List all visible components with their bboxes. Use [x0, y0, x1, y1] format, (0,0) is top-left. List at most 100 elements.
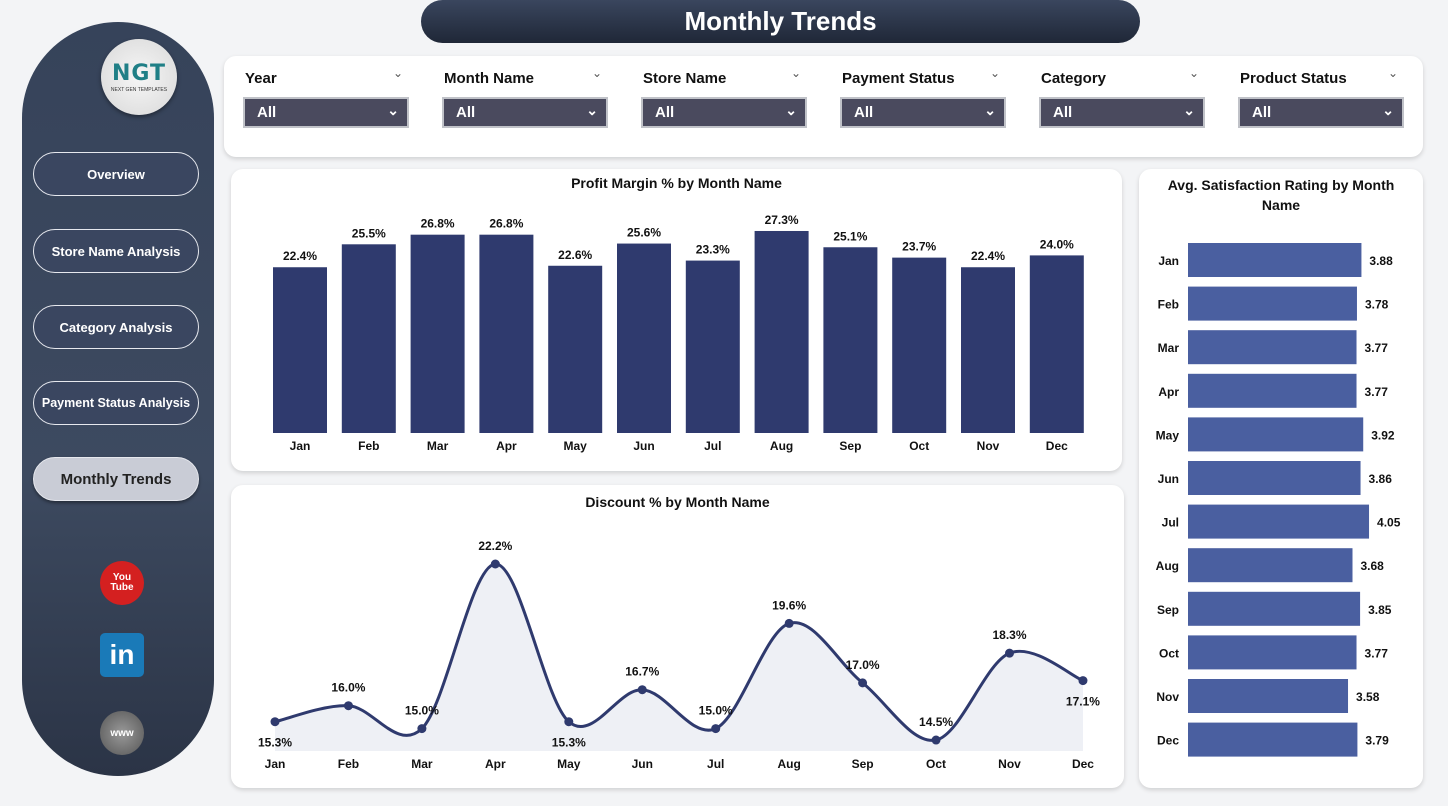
filter-dropdown[interactable]: All ⌄: [442, 97, 608, 128]
filter-value: All: [456, 104, 476, 121]
filter-label: Payment Status: [842, 70, 955, 87]
bar-jun: [1188, 461, 1361, 495]
nav-store-name-analysis[interactable]: Store Name Analysis: [33, 229, 199, 273]
bar-apr: [1188, 373, 1357, 408]
bar-jan: [1188, 243, 1362, 277]
filter-dropdown[interactable]: All ⌄: [641, 97, 807, 128]
point-may: [564, 717, 574, 727]
x-tick-label: Feb: [338, 757, 359, 771]
y-tick-label: Nov: [1156, 690, 1179, 704]
nav-monthly-trends[interactable]: Monthly Trends: [33, 457, 199, 501]
x-tick-label: Jul: [707, 757, 724, 771]
y-tick-label: Feb: [1158, 298, 1179, 312]
chevron-down-icon[interactable]: ⌄: [791, 66, 802, 80]
filter-dropdown[interactable]: All ⌄: [1039, 97, 1205, 128]
data-label: 25.1%: [833, 229, 867, 243]
point-oct: [931, 735, 941, 745]
point-apr: [490, 559, 500, 569]
data-label: 3.77: [1365, 341, 1389, 355]
globe-label: www: [110, 727, 134, 739]
logo-subtitle: NEXT GEN TEMPLATES: [110, 87, 168, 93]
data-label: 16.0%: [331, 681, 365, 695]
globe-icon[interactable]: www: [100, 711, 144, 755]
chevron-down-icon: ⌄: [785, 102, 797, 118]
data-label: 3.88: [1369, 254, 1393, 268]
x-tick-label: Jun: [632, 757, 653, 771]
bar-apr: [479, 234, 534, 433]
bar-oct: [1188, 635, 1357, 670]
youtube-icon[interactable]: You Tube: [100, 561, 144, 605]
filter-dropdown[interactable]: All ⌄: [1238, 97, 1404, 128]
chevron-down-icon[interactable]: ⌄: [1388, 66, 1399, 80]
x-tick-label: Feb: [358, 439, 379, 453]
filter-value: All: [257, 104, 277, 121]
bar-may: [548, 265, 603, 433]
x-tick-label: Dec: [1046, 439, 1068, 453]
data-label: 19.6%: [772, 598, 806, 612]
point-jul: [711, 724, 721, 734]
discount-line: [274, 562, 1084, 742]
y-tick-label: May: [1156, 428, 1180, 442]
x-tick-label: Sep: [839, 439, 861, 453]
bar-jul: [1188, 504, 1370, 539]
x-tick-label: Sep: [852, 757, 874, 771]
chevron-down-icon: ⌄: [387, 102, 399, 118]
chevron-down-icon[interactable]: ⌄: [592, 66, 603, 80]
bar-may: [1188, 417, 1364, 452]
bar-aug: [754, 230, 809, 433]
x-tick-label: Apr: [496, 439, 517, 453]
satisfaction-chart: 3.88 Jan 3.78 Feb 3.77 Mar 3.77 Apr 3.92 May 3.86 J…: [1156, 243, 1401, 757]
data-label: 22.4%: [283, 249, 317, 263]
bar-jun: [617, 243, 671, 433]
y-tick-label: Aug: [1156, 559, 1179, 573]
x-tick-label: Dec: [1072, 757, 1094, 771]
point-aug: [784, 618, 794, 628]
data-label: 14.5%: [919, 715, 953, 729]
filter-panel: Year ⌄ All ⌄ Month Name ⌄ All ⌄ Store Name ⌄ All ⌄ P…: [224, 56, 1423, 157]
linkedin-icon[interactable]: in: [100, 633, 144, 677]
chevron-down-icon[interactable]: ⌄: [990, 66, 1001, 80]
y-tick-label: Jan: [1158, 254, 1179, 268]
filter-label: Year: [245, 70, 277, 87]
x-tick-label: Mar: [427, 439, 449, 453]
data-label: 26.8%: [421, 217, 455, 231]
youtube-label: You Tube: [110, 572, 134, 593]
bar-sep: [823, 247, 878, 433]
chevron-down-icon[interactable]: ⌄: [1189, 66, 1200, 80]
x-tick-label: May: [557, 757, 581, 771]
nav-category-analysis[interactable]: Category Analysis: [33, 305, 199, 349]
page-title: Monthly Trends: [421, 0, 1140, 43]
y-tick-label: Jul: [1162, 516, 1179, 530]
satisfaction-card: Avg. Satisfaction Rating by Month Name 3…: [1139, 169, 1423, 788]
x-tick-label: Jun: [633, 439, 654, 453]
chevron-down-icon: ⌄: [586, 102, 598, 118]
nav-payment-status-analysis[interactable]: Payment Status Analysis: [33, 381, 199, 425]
filter-dropdown[interactable]: All ⌄: [243, 97, 409, 128]
chevron-down-icon[interactable]: ⌄: [393, 66, 404, 80]
x-tick-label: Mar: [411, 757, 433, 771]
data-label: 15.0%: [405, 704, 439, 718]
x-tick-label: Apr: [485, 757, 506, 771]
bar-sep: [1188, 591, 1361, 626]
profit-margin-card: Profit Margin % by Month Name 22.4% Jan 25…: [231, 169, 1122, 471]
data-label: 27.3%: [765, 213, 799, 227]
filter-dropdown[interactable]: All ⌄: [840, 97, 1006, 128]
filter-value: All: [1053, 104, 1073, 121]
y-tick-label: Sep: [1157, 603, 1179, 617]
x-tick-label: Oct: [909, 439, 929, 453]
point-feb: [343, 701, 353, 711]
chevron-down-icon: ⌄: [1183, 102, 1195, 118]
profit-margin-chart: 22.4% Jan 25.5% Feb 26.8% Mar 26.8% Apr 22.6% May…: [273, 213, 1084, 453]
discount-chart: 15.3% Jan 16.0% Feb 15.0% Mar 22.2% Apr 15.3% May…: [258, 539, 1100, 771]
nav-overview[interactable]: Overview: [33, 152, 199, 196]
x-tick-label: Aug: [770, 439, 793, 453]
x-tick-label: Nov: [998, 757, 1021, 771]
x-tick-label: Jul: [704, 439, 721, 453]
x-tick-label: May: [564, 439, 588, 453]
data-label: 3.78: [1365, 298, 1389, 312]
filter-label: Category: [1041, 70, 1107, 87]
point-dec: [1078, 676, 1088, 686]
bar-mar: [1188, 330, 1357, 365]
linkedin-label: in: [109, 639, 135, 670]
data-label: 3.77: [1365, 646, 1389, 660]
